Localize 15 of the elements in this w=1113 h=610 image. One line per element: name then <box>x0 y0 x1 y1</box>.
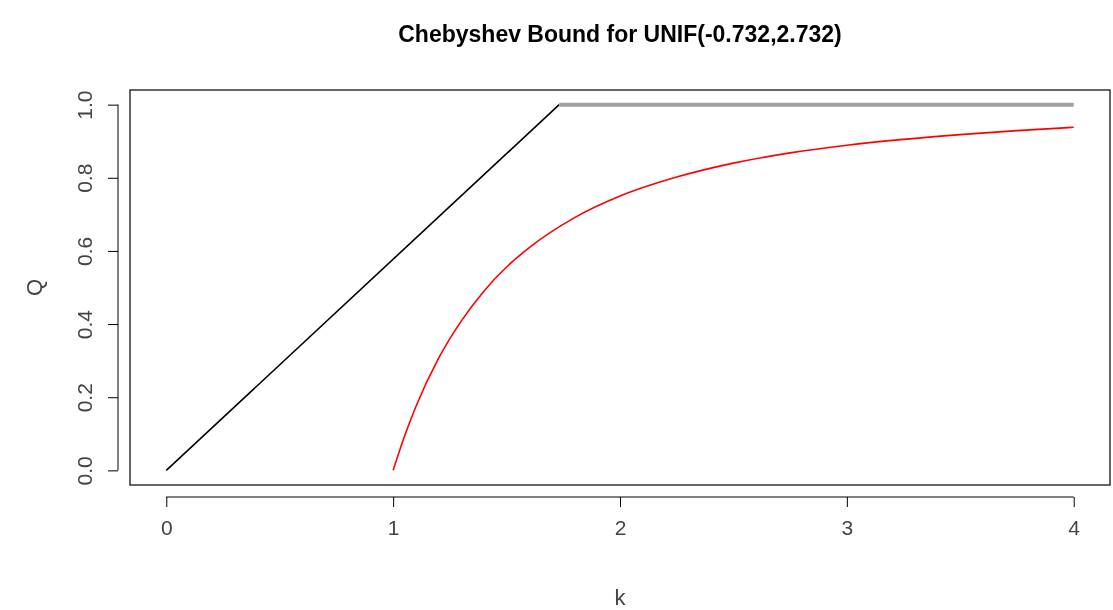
x-tick-label: 4 <box>1068 516 1081 540</box>
y-tick-label: 0.2 <box>73 383 96 413</box>
x-tick-label: 1 <box>387 516 400 540</box>
x-tick-label: 0 <box>160 516 173 540</box>
x-axis-title: k <box>614 585 627 610</box>
chart-title: Chebyshev Bound for UNIF(-0.732,2.732) <box>398 21 842 47</box>
y-axis-title: Q <box>22 278 47 297</box>
y-tick-label: 1.0 <box>73 90 96 120</box>
x-tick-label: 3 <box>841 516 854 540</box>
y-tick-label: 0.4 <box>73 309 96 340</box>
x-tick-label: 2 <box>614 516 627 540</box>
line-series <box>392 126 1075 472</box>
y-tick-label: 0.6 <box>73 236 96 267</box>
y-tick-label: 0.8 <box>73 163 96 193</box>
y-tick-label: 0.0 <box>73 456 96 486</box>
